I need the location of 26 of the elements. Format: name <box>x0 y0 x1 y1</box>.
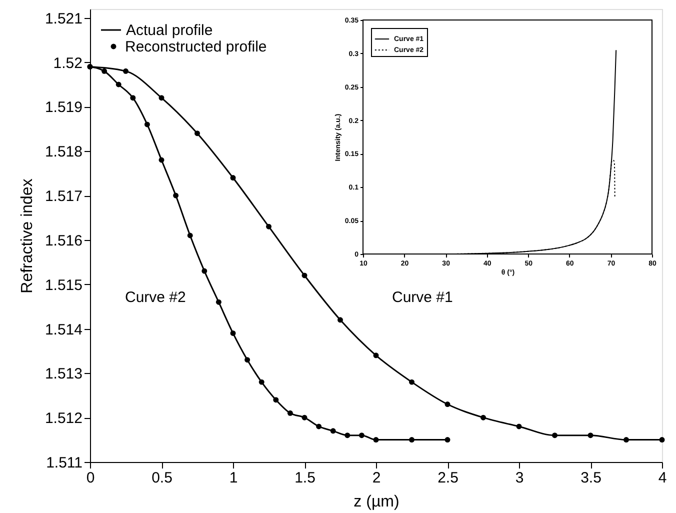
y-tick-label: 1.518 <box>44 144 82 161</box>
y-tick-label: 1.512 <box>44 410 82 428</box>
y-tick-label: 1.515 <box>44 276 82 294</box>
annotation: Curve #2 <box>125 289 186 306</box>
y-tick-label: 1.517 <box>44 188 82 206</box>
x-axis-title: z (µm) <box>354 494 400 510</box>
x-tick-label: 0 <box>86 470 95 486</box>
y-tick-label: 1.519 <box>44 99 82 116</box>
legend-label: Reconstructed profile <box>125 38 267 56</box>
x-tick-label: 4 <box>658 470 667 486</box>
y-tick-label: 1.513 <box>44 366 82 383</box>
y-axis-title: Refractive index <box>18 178 36 294</box>
y-tick-label: 1.516 <box>44 232 82 250</box>
y-tick-label: 1.514 <box>44 321 82 338</box>
annotation: Curve #1 <box>392 289 453 306</box>
x-tick-label: 0.5 <box>152 470 172 486</box>
y-tick-label: 1.521 <box>44 10 82 28</box>
y-tick-label: 1.511 <box>46 454 82 472</box>
x-tick-label: 1.5 <box>294 470 316 486</box>
x-tick-label: 2.5 <box>438 470 458 486</box>
x-tick-label: 3 <box>515 470 524 486</box>
x-tick-label: 2 <box>372 470 381 486</box>
y-tick-label: 1.52 <box>53 54 82 72</box>
x-tick-label: 1 <box>229 470 238 486</box>
x-tick-label: 3.5 <box>580 470 602 486</box>
legend-label: Actual profile <box>126 22 213 39</box>
